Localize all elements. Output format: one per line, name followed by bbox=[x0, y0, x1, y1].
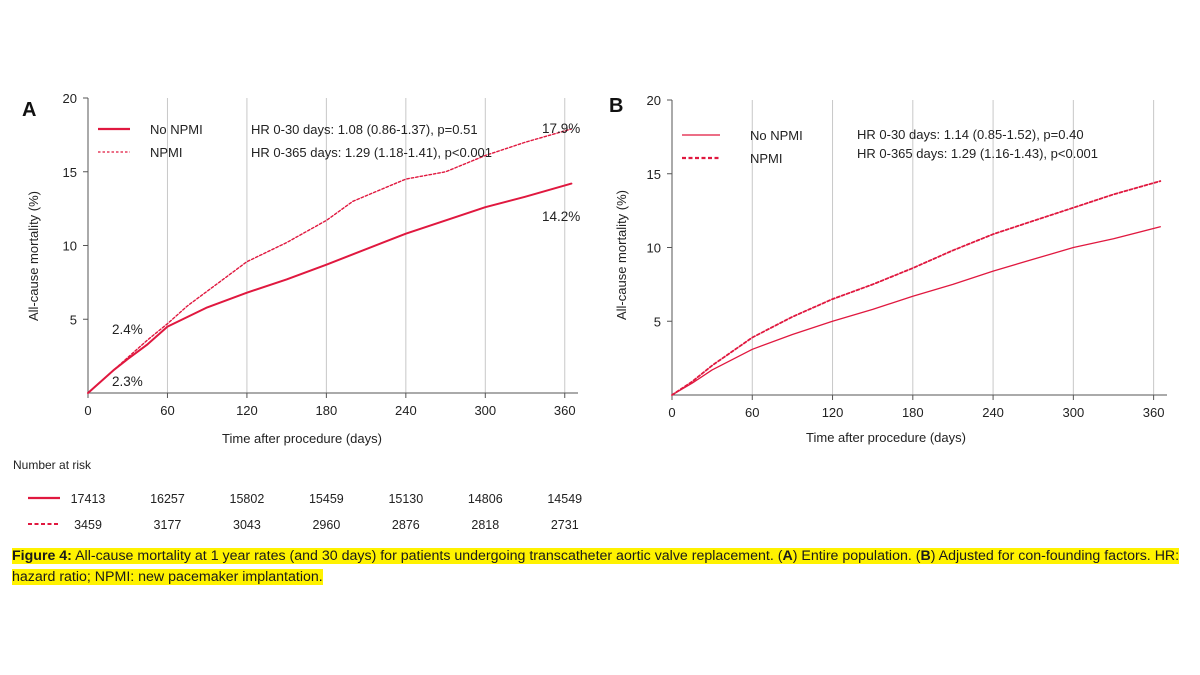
panel-a-x-tick-label-60: 60 bbox=[160, 403, 174, 418]
panel-a-label-17-9: 17.9% bbox=[542, 121, 580, 136]
panel-a-legend-no-npmi: No NPMI bbox=[150, 122, 203, 137]
panel-b-y-tick-label-10: 10 bbox=[647, 241, 661, 256]
panel-a-y-axis-title: All-cause mortality (%) bbox=[26, 191, 41, 321]
panel-b-y-axis-title: All-cause mortality (%) bbox=[614, 190, 629, 320]
risk-row-npmi-value-180: 2960 bbox=[312, 518, 340, 532]
panel-b-legend-npmi: NPMI bbox=[750, 151, 783, 166]
risk-row-npmi-value-300: 2818 bbox=[471, 518, 499, 532]
risk-row-npmi-value-60: 3177 bbox=[154, 518, 182, 532]
panel-a-label-14-2: 14.2% bbox=[542, 209, 580, 224]
panel-b-x-axis-title: Time after procedure (days) bbox=[806, 430, 966, 445]
risk-row-no-npmi-value-300: 14806 bbox=[468, 492, 503, 506]
risk-row-no-npmi-value-120: 15802 bbox=[230, 492, 265, 506]
panel-b-x-tick-label-120: 120 bbox=[822, 405, 844, 420]
number-at-risk-values: 17413 16257 15802 15459 15130 14806 14549 3459 3… bbox=[71, 492, 583, 532]
number-at-risk-table: Number at risk 17413 16257 15802 15459 15130… bbox=[13, 458, 582, 532]
panel-a-axes bbox=[87, 98, 578, 394]
risk-row-npmi-value-240: 2876 bbox=[392, 518, 420, 532]
panel-b-gridlines bbox=[751, 100, 1155, 395]
panel-a-series-npmi-line bbox=[87, 128, 573, 394]
panel-b-x-tick-label-0: 0 bbox=[668, 405, 675, 420]
panel-b-x-tick-label-180: 180 bbox=[902, 405, 924, 420]
panel-b-legend: No NPMI NPMI bbox=[682, 128, 803, 166]
panel-b-axes bbox=[671, 100, 1167, 396]
panel-b-series bbox=[671, 180, 1162, 396]
panel-a-legend: No NPMI NPMI bbox=[98, 122, 203, 160]
panel-b-series-no-npmi-line bbox=[671, 226, 1161, 396]
panel-a-series-no-npmi-line bbox=[87, 182, 573, 394]
panel-b-hr-30: HR 0-30 days: 1.14 (0.85-1.52), p=0.40 bbox=[857, 127, 1084, 142]
panel-b-x-tick-label-360: 360 bbox=[1143, 405, 1165, 420]
figure-caption: Figure 4: All-cause mortality at 1 year … bbox=[12, 546, 1190, 588]
panel-a-gridlines bbox=[166, 98, 566, 393]
panel-b-x-tick-label-240: 240 bbox=[982, 405, 1004, 420]
panel-a-series bbox=[87, 128, 573, 394]
panel-a-y-tick-label-10: 10 bbox=[63, 239, 77, 254]
caption-text-2: ) Entire population. ( bbox=[792, 548, 921, 564]
panel-a-y-tick-label-20: 20 bbox=[63, 91, 77, 106]
panel-a-x-axis-title: Time after procedure (days) bbox=[222, 431, 382, 446]
panel-b-y-tick-label-20: 20 bbox=[647, 93, 661, 108]
panel-a-label-2-3: 2.3% bbox=[112, 374, 143, 389]
risk-row-npmi-value-360: 2731 bbox=[551, 518, 579, 532]
panel-b-label: B bbox=[609, 95, 623, 117]
risk-row-no-npmi-value-60: 16257 bbox=[150, 492, 185, 506]
panel-a-y-tick-label-15: 15 bbox=[63, 165, 77, 180]
panel-a-y-tick-label-5: 5 bbox=[70, 312, 77, 327]
panel-a-hr-365: HR 0-365 days: 1.29 (1.18-1.41), p<0.001 bbox=[251, 145, 492, 160]
panel-a-x-ticks: 0 60 120 180 240 300 360 bbox=[84, 393, 576, 418]
risk-row-npmi-value-120: 3043 bbox=[233, 518, 261, 532]
panel-a-label: A bbox=[22, 99, 36, 121]
panel-a-legend-npmi: NPMI bbox=[150, 145, 183, 160]
caption-label: Figure 4: bbox=[12, 548, 72, 564]
risk-row-no-npmi-value-240: 15130 bbox=[388, 492, 423, 506]
panel-b-chart: B 0 60 120 180 240 300 360 5 10 15 20 Time after … bbox=[609, 93, 1167, 445]
panel-b-series-npmi-line bbox=[671, 180, 1162, 396]
panel-b-legend-no-npmi: No NPMI bbox=[750, 128, 803, 143]
panel-a-label-2-4: 2.4% bbox=[112, 322, 143, 337]
panel-a-y-ticks: 5 10 15 20 bbox=[63, 91, 88, 327]
panel-b-x-ticks: 0 60 120 180 240 300 360 bbox=[668, 395, 1164, 420]
panel-a-hr-30: HR 0-30 days: 1.08 (0.86-1.37), p=0.51 bbox=[251, 122, 478, 137]
panel-b-y-ticks: 5 10 15 20 bbox=[647, 93, 672, 329]
panel-a-x-tick-label-120: 120 bbox=[236, 403, 258, 418]
panel-b-y-tick-label-15: 15 bbox=[647, 167, 661, 182]
caption-panel-a: A bbox=[782, 548, 793, 564]
risk-row-no-npmi-value-0: 17413 bbox=[71, 492, 106, 506]
panel-a-x-tick-label-180: 180 bbox=[316, 403, 338, 418]
caption-text-3: ) Adjusted for con-founding factors. HR:… bbox=[12, 548, 1180, 585]
panel-b-x-tick-label-300: 300 bbox=[1062, 405, 1084, 420]
risk-row-no-npmi-value-180: 15459 bbox=[309, 492, 344, 506]
number-at-risk-title: Number at risk bbox=[13, 458, 92, 472]
panel-b-hr-365: HR 0-365 days: 1.29 (1.16-1.43), p<0.001 bbox=[857, 146, 1098, 161]
panel-b-x-tick-label-60: 60 bbox=[745, 405, 759, 420]
panel-b-y-tick-label-5: 5 bbox=[654, 314, 661, 329]
panel-a-x-tick-label-240: 240 bbox=[395, 403, 417, 418]
panel-a-x-tick-label-0: 0 bbox=[84, 403, 91, 418]
caption-panel-b: B bbox=[920, 548, 931, 564]
risk-row-no-npmi-value-360: 14549 bbox=[547, 492, 582, 506]
panel-a-x-tick-label-360: 360 bbox=[554, 403, 576, 418]
panel-a-chart: A 0 60 120 180 240 300 360 5 10 15 20 Time after … bbox=[22, 91, 580, 446]
caption-text-1: All-cause mortality at 1 year rates (and… bbox=[71, 548, 783, 564]
panel-a-x-tick-label-300: 300 bbox=[474, 403, 496, 418]
risk-row-npmi-value-0: 3459 bbox=[74, 518, 102, 532]
